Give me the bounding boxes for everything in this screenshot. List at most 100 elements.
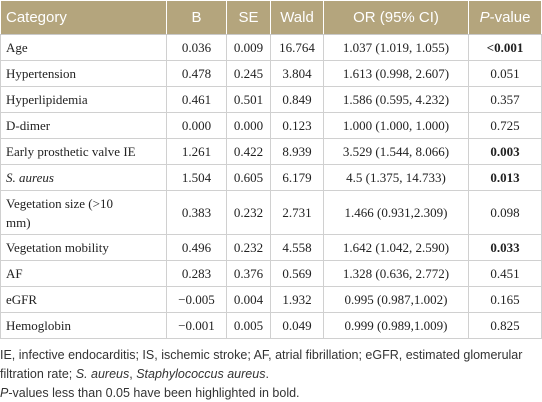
table-cell: 0.451 — [468, 260, 542, 287]
row-label: Vegetation size (>10 mm) — [0, 190, 167, 235]
results-table: Category B SE Wald OR (95% CI) P-value Age 0.0… — [0, 0, 542, 339]
table-cell: 4.558 — [270, 234, 324, 261]
row-label: S. aureus — [0, 164, 167, 191]
cell-text: 0.033 — [490, 239, 520, 255]
header-row: Category B SE Wald OR (95% CI) P-value — [0, 0, 542, 35]
cell-text: AF — [6, 265, 23, 281]
table-cell: 1.504 — [166, 164, 227, 191]
cell-text: 6.179 — [282, 169, 312, 185]
footnote-text: S. aureus — [75, 367, 130, 381]
cell-text: 3.804 — [282, 65, 312, 81]
cell-text: 0.501 — [233, 91, 264, 107]
row-label: Early prosthetic valve IE — [0, 138, 167, 165]
cell-text: 3.529 (1.544, 8.066) — [342, 143, 450, 159]
row-label: Hyperlipidemia — [0, 86, 167, 113]
cell-text: Hyperlipidemia — [6, 91, 88, 107]
row-label: AF — [0, 260, 167, 287]
cell-text: 0.451 — [490, 265, 520, 281]
footnote-text: -values less than 0.05 have been highlig… — [8, 386, 300, 400]
row-label: Hemoglobin — [0, 312, 167, 339]
cell-text: 0.461 — [181, 91, 212, 107]
table-body: Age 0.036 0.009 16.764 1.037 (1.019, 1.055) <… — [0, 34, 542, 339]
cell-text: 0.004 — [233, 291, 264, 307]
cell-text: 0.000 — [233, 117, 264, 133]
cell-text: 0.036 — [181, 39, 212, 55]
column-header: P-value — [468, 0, 542, 35]
column-header: Wald — [270, 0, 324, 35]
table-cell: 0.999 (0.989,1.009) — [323, 312, 469, 339]
cell-text: 0.165 — [490, 291, 520, 307]
table-cell: 1.466 (0.931,2.309) — [323, 190, 469, 235]
cell-text: 0.357 — [490, 91, 520, 107]
table-cell: 0.232 — [226, 190, 271, 235]
table-cell: 0.245 — [226, 60, 271, 87]
cell-text: 1.586 (0.595, 4.232) — [342, 91, 450, 107]
table-row: eGFR −0.005 0.004 1.932 0.995 (0.987,1.002) 0… — [0, 286, 542, 313]
table-row: AF 0.283 0.376 0.569 1.328 (0.636, 2.772) 0.4… — [0, 260, 542, 287]
table-cell: 4.5 (1.375, 14.733) — [323, 164, 469, 191]
table-cell: 1.000 (1.000, 1.000) — [323, 112, 469, 139]
footnote: P-values less than 0.05 have been highli… — [0, 384, 538, 402]
table-cell: 0.569 — [270, 260, 324, 287]
table-cell: 0.725 — [468, 112, 542, 139]
cell-text: 1.613 (0.998, 2.607) — [342, 65, 450, 81]
table-cell: 0.422 — [226, 138, 271, 165]
table-cell: 8.939 — [270, 138, 324, 165]
cell-text: 1.932 — [282, 291, 312, 307]
cell-text: 0.009 — [233, 39, 264, 55]
table-cell: 0.049 — [270, 312, 324, 339]
table-cell: 0.013 — [468, 164, 542, 191]
table-cell: 16.764 — [270, 34, 324, 61]
cell-text: 1.037 (1.019, 1.055) — [342, 39, 450, 55]
cell-text: 1.466 (0.931,2.309) — [344, 204, 448, 220]
table-cell: 1.037 (1.019, 1.055) — [323, 34, 469, 61]
table-cell: 0.995 (0.987,1.002) — [323, 286, 469, 313]
cell-text: 0.383 — [181, 204, 212, 220]
cell-text: 0.051 — [490, 65, 520, 81]
cell-text: S. aureus — [6, 169, 54, 185]
footnote-text: Staphylococcus aureus — [136, 367, 266, 381]
table-cell: 3.529 (1.544, 8.066) — [323, 138, 469, 165]
table-cell: 1.328 (0.636, 2.772) — [323, 260, 469, 287]
cell-text: 0.245 — [233, 65, 264, 81]
cell-text: 0.123 — [282, 117, 312, 133]
table-cell: 0.496 — [166, 234, 227, 261]
cell-text: 0.725 — [490, 117, 520, 133]
cell-text: 16.764 — [279, 39, 315, 55]
cell-text: <0.001 — [486, 39, 524, 55]
table-row: Age 0.036 0.009 16.764 1.037 (1.019, 1.055) <… — [0, 34, 542, 61]
table-cell: 0.283 — [166, 260, 227, 287]
cell-text: −0.001 — [178, 317, 215, 333]
table-row: Hemoglobin −0.001 0.005 0.049 0.999 (0.989,1… — [0, 312, 542, 339]
cell-text: 1.000 (1.000, 1.000) — [342, 117, 450, 133]
cell-text: Hemoglobin — [6, 317, 71, 333]
table-cell: 0.004 — [226, 286, 271, 313]
table-cell: 0.383 — [166, 190, 227, 235]
cell-text: 0.569 — [282, 265, 312, 281]
cell-text: 0.422 — [233, 143, 264, 159]
table-cell: 0.000 — [166, 112, 227, 139]
cell-text: 0.098 — [490, 204, 520, 220]
table-cell: 0.501 — [226, 86, 271, 113]
cell-text: 8.939 — [282, 143, 312, 159]
cell-text: 0.000 — [181, 117, 212, 133]
footnote-text: , — [129, 367, 137, 381]
cell-text: D-dimer — [6, 117, 51, 133]
table-cell: 0.357 — [468, 86, 542, 113]
cell-text: 4.5 (1.375, 14.733) — [346, 169, 446, 185]
table-cell: 0.033 — [468, 234, 542, 261]
table-cell: 0.036 — [166, 34, 227, 61]
table-cell: 1.261 — [166, 138, 227, 165]
cell-text: 1.261 — [181, 143, 212, 159]
table-cell: 0.849 — [270, 86, 324, 113]
table-cell: 0.005 — [226, 312, 271, 339]
cell-text: 0.232 — [233, 204, 264, 220]
row-label: Hypertension — [0, 60, 167, 87]
table-row: Vegetation mobility 0.496 0.232 4.558 1.642 … — [0, 234, 542, 261]
cell-text: 0.049 — [282, 317, 312, 333]
column-header: B — [166, 0, 227, 35]
cell-text: 0.995 (0.987,1.002) — [344, 291, 448, 307]
cell-text: 0.496 — [181, 239, 212, 255]
row-label: Age — [0, 34, 167, 61]
